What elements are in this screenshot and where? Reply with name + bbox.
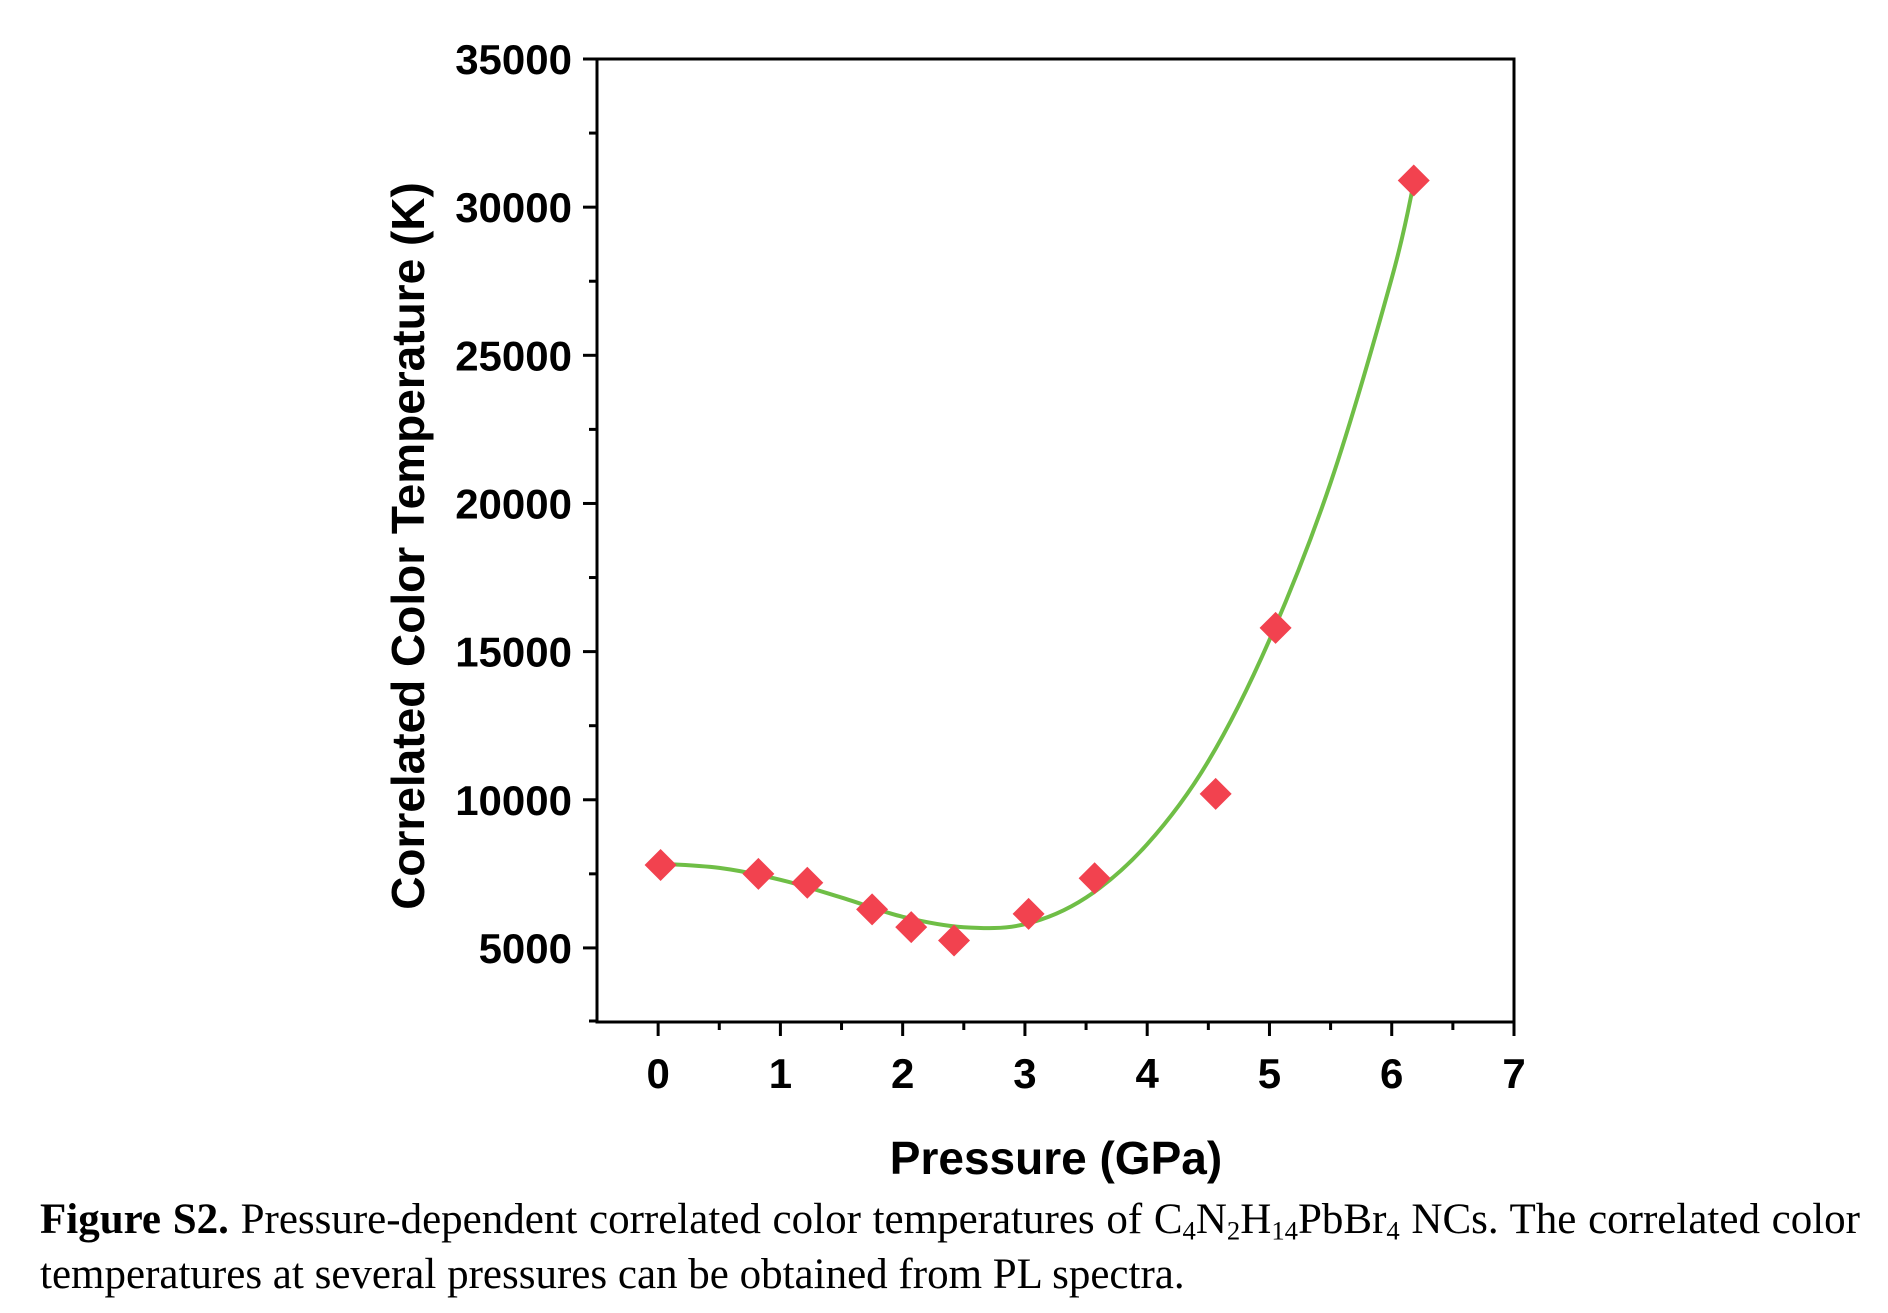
x-tick-label: 1	[769, 1050, 792, 1097]
figure-caption: Figure S2. Pressure-dependent correlated…	[40, 1192, 1860, 1302]
y-tick-label: 30000	[455, 184, 572, 231]
y-tick-label: 10000	[455, 777, 572, 824]
data-point	[856, 893, 889, 926]
x-tick-label: 0	[646, 1050, 669, 1097]
data-point	[1199, 777, 1232, 810]
x-axis-title: Pressure (GPa)	[890, 1132, 1222, 1184]
data-point	[1397, 164, 1430, 197]
caption-pbbr: PbBr	[1297, 1196, 1387, 1243]
caption-sub-br: 4	[1386, 1215, 1400, 1246]
caption-sub-h: 14	[1271, 1215, 1298, 1246]
y-tick-label: 35000	[455, 36, 572, 83]
data-point	[938, 924, 971, 957]
caption-text-end: NCs. The correlated color temperatures a…	[40, 1196, 1860, 1298]
caption-text-start: Pressure-dependent correlated color temp…	[228, 1196, 1183, 1243]
y-axis-title: Correlated Color Temperature (K)	[382, 182, 434, 910]
data-point	[1259, 611, 1292, 644]
axis-ticks	[583, 57, 1516, 1036]
data-point	[791, 866, 824, 899]
data-point	[895, 911, 928, 944]
x-tick-label: 6	[1380, 1050, 1403, 1097]
y-tick-labels: 5000 10000 15000 20000 25000 30000 35000	[455, 36, 572, 972]
plot-frame	[595, 57, 1516, 1024]
x-tick-label: 5	[1258, 1050, 1281, 1097]
caption-h: H	[1240, 1196, 1272, 1243]
caption-sub-c: 4	[1182, 1215, 1196, 1246]
y-tick-label: 5000	[479, 925, 572, 972]
y-tick-label: 25000	[455, 332, 572, 379]
data-point	[644, 848, 677, 881]
caption-n: N	[1195, 1196, 1227, 1243]
chart: 0 1 2 3 4 5 6 7 5000 10000 15000 20000 25000 30000 35…	[382, 36, 1526, 1184]
caption-label: Figure S2.	[40, 1196, 229, 1243]
data-points	[644, 164, 1430, 957]
y-tick-label: 15000	[455, 629, 572, 676]
x-tick-label: 7	[1502, 1050, 1525, 1097]
data-point	[1012, 897, 1045, 930]
data-point	[742, 857, 775, 890]
x-tick-labels: 0 1 2 3 4 5 6 7	[646, 1050, 1525, 1097]
x-tick-label: 2	[891, 1050, 914, 1097]
y-tick-label: 20000	[455, 480, 572, 527]
caption-sub-n: 2	[1226, 1215, 1241, 1246]
fit-curve	[657, 182, 1416, 931]
data-point	[1078, 862, 1111, 895]
x-tick-label: 4	[1136, 1050, 1160, 1097]
x-tick-label: 3	[1013, 1050, 1036, 1097]
